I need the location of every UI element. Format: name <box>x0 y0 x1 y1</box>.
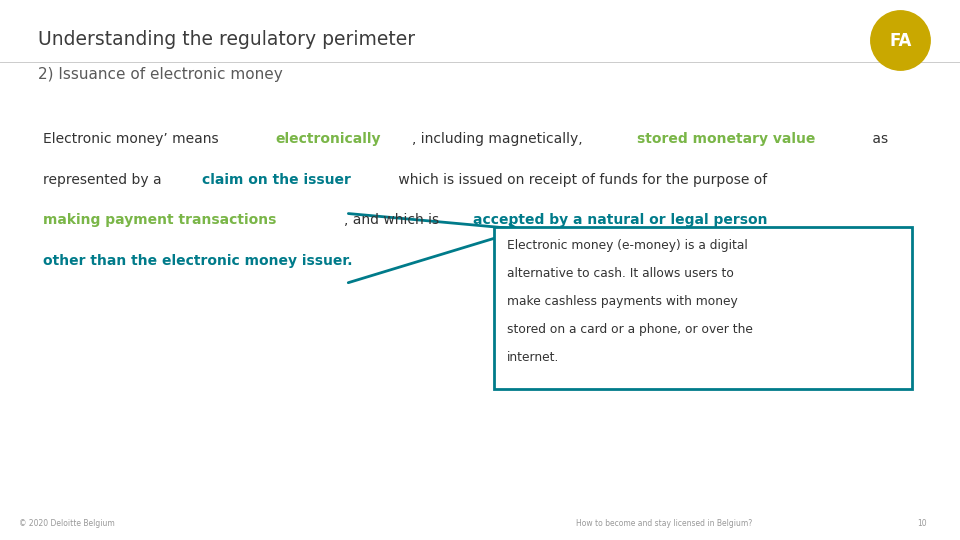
Ellipse shape <box>871 11 930 70</box>
Text: as: as <box>868 132 888 146</box>
Text: 2) Issuance of electronic money: 2) Issuance of electronic money <box>38 68 283 83</box>
Text: which is issued on receipt of funds for the purpose of: which is issued on receipt of funds for … <box>394 173 767 187</box>
Text: , and which is: , and which is <box>345 213 444 227</box>
Text: make cashless payments with money: make cashless payments with money <box>507 295 737 308</box>
Text: Electronic money’ means: Electronic money’ means <box>43 132 223 146</box>
Text: other than the electronic money issuer.: other than the electronic money issuer. <box>43 254 352 268</box>
Text: internet.: internet. <box>507 351 560 364</box>
Text: claim on the issuer: claim on the issuer <box>202 173 350 187</box>
Text: FA: FA <box>889 31 912 50</box>
Text: accepted by a natural or legal person: accepted by a natural or legal person <box>472 213 767 227</box>
Text: 10: 10 <box>917 519 926 528</box>
Text: © 2020 Deloitte Belgium: © 2020 Deloitte Belgium <box>19 519 115 528</box>
Text: , including magnetically,: , including magnetically, <box>412 132 587 146</box>
Text: How to become and stay licensed in Belgium?: How to become and stay licensed in Belgi… <box>576 519 753 528</box>
FancyBboxPatch shape <box>494 227 912 389</box>
Text: stored on a card or a phone, or over the: stored on a card or a phone, or over the <box>507 323 753 336</box>
Text: represented by a: represented by a <box>43 173 166 187</box>
Text: making payment transactions: making payment transactions <box>43 213 276 227</box>
Text: stored monetary value: stored monetary value <box>637 132 816 146</box>
Text: Electronic money (e-money) is a digital: Electronic money (e-money) is a digital <box>507 239 748 252</box>
Text: electronically: electronically <box>276 132 381 146</box>
Text: alternative to cash. It allows users to: alternative to cash. It allows users to <box>507 267 733 280</box>
Text: Understanding the regulatory perimeter: Understanding the regulatory perimeter <box>38 30 416 49</box>
